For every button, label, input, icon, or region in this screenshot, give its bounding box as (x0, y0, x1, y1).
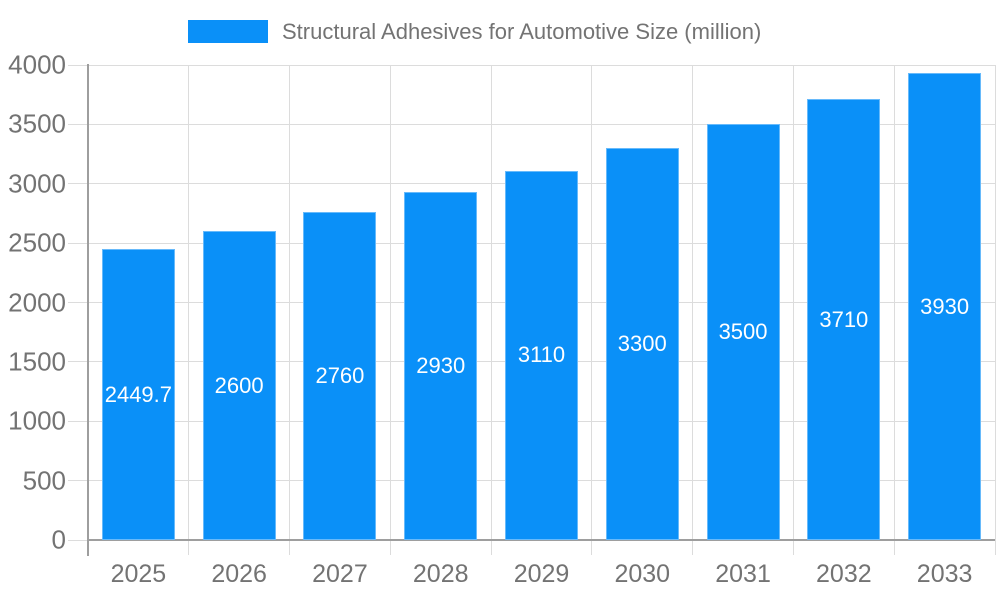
bar[interactable] (505, 170, 578, 540)
bar-value-label: 3110 (517, 342, 566, 368)
y-axis-tick-label: 0 (51, 524, 66, 555)
x-axis-tick-label: 2025 (110, 560, 167, 588)
x-axis-tick-label: 2029 (513, 560, 570, 588)
bar-value-label: 2760 (315, 363, 365, 389)
y-axis-tick-label: 1000 (8, 405, 66, 436)
bar[interactable] (605, 148, 679, 540)
y-axis-tick-label: 4000 (8, 49, 66, 80)
x-axis-tick-label: 2033 (916, 560, 973, 588)
bar-value-label: 3500 (718, 319, 768, 345)
x-axis-tick-label: 2031 (715, 560, 771, 588)
bar[interactable] (303, 212, 377, 540)
y-axis-tick-label: 500 (22, 465, 66, 496)
y-axis-tick-label: 2500 (8, 227, 66, 258)
x-axis-tick-label: 2026 (211, 560, 267, 588)
y-axis-tick-label: 3500 (8, 108, 66, 139)
bar-value-label: 2449.7 (104, 381, 173, 407)
legend-label: Structural Adhesives for Automotive Size… (282, 18, 762, 44)
x-gridline (188, 65, 190, 555)
x-gridline (591, 65, 593, 555)
legend-item[interactable]: Structural Adhesives for Automotive Size… (188, 18, 762, 44)
x-axis-tick-label: 2032 (816, 560, 872, 588)
y-axis-tick-label: 2000 (8, 287, 66, 317)
bar-value-label: 2600 (214, 372, 264, 398)
legend-swatch (188, 20, 268, 43)
bar[interactable] (908, 73, 982, 540)
x-axis-tick-label: 2030 (614, 560, 671, 588)
y-gridline (68, 123, 995, 125)
x-gridline (389, 65, 391, 555)
x-gridline (893, 65, 895, 555)
y-axis-line (87, 64, 89, 556)
bar-value-label: 3300 (617, 331, 667, 357)
x-gridline (692, 65, 694, 555)
y-gridline (68, 64, 995, 66)
x-axis-tick-label: 2028 (412, 560, 469, 588)
x-gridline (490, 65, 492, 555)
y-axis-tick-label: 3000 (8, 168, 66, 199)
bar[interactable] (404, 192, 478, 540)
y-axis-tick-label: 1500 (8, 346, 66, 377)
bar[interactable] (101, 249, 175, 540)
x-axis-line (88, 539, 995, 541)
bar-value-label: 3930 (920, 293, 970, 319)
x-gridline (994, 65, 996, 555)
bar[interactable] (706, 124, 780, 540)
bar-value-label: 2930 (416, 353, 466, 379)
bar-value-label: 3710 (819, 306, 869, 332)
x-gridline (289, 65, 291, 555)
x-gridline (792, 65, 794, 555)
bar[interactable] (202, 231, 276, 540)
bar[interactable] (807, 99, 881, 540)
x-axis-tick-label: 2027 (312, 560, 368, 588)
